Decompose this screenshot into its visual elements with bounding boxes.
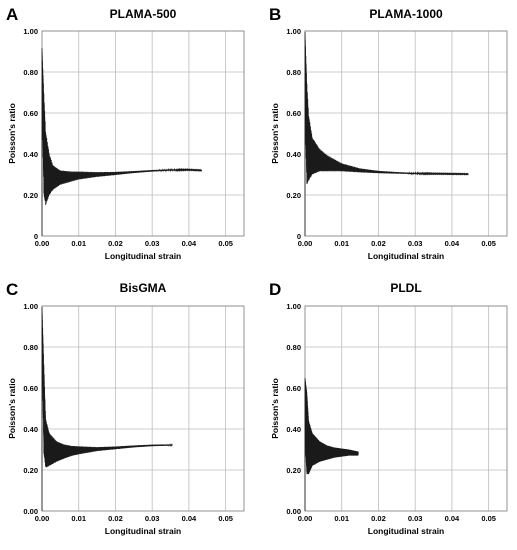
- plot-area-frame: [41, 305, 245, 512]
- x-axis-label: Longitudinal strain: [105, 251, 182, 261]
- x-tick-label: 0.02: [371, 514, 386, 523]
- x-tick-label: 0.02: [371, 239, 386, 248]
- y-axis-label: Poisson's ratio: [270, 103, 280, 164]
- y-tick-label: 0.80: [286, 68, 301, 77]
- panel-letter: B: [269, 5, 281, 24]
- x-tick-label: 0.01: [334, 514, 349, 523]
- x-tick-label: 0.05: [481, 514, 496, 523]
- y-tick-label: 1.00: [23, 27, 38, 36]
- chart-panel-c: [41, 305, 245, 512]
- series-line: [41, 48, 203, 236]
- plot-area-frame: [41, 30, 245, 237]
- y-tick-label: 1.00: [286, 302, 301, 311]
- x-tick-label: 0.05: [218, 514, 233, 523]
- x-tick-label: 0.02: [108, 239, 123, 248]
- y-tick-label: 0.40: [286, 150, 301, 159]
- x-tick-label: 0.03: [408, 239, 423, 248]
- chart-panel-a: [41, 30, 245, 237]
- x-tick-label: 0.03: [145, 239, 160, 248]
- series-line: [41, 306, 173, 511]
- y-axis-label: Poisson's ratio: [7, 378, 17, 439]
- x-tick-label: 0.00: [35, 239, 50, 248]
- x-axis-label: Longitudinal strain: [368, 526, 445, 536]
- x-tick-label: 0.04: [182, 514, 197, 523]
- x-tick-label: 0.05: [481, 239, 496, 248]
- grid: [42, 305, 244, 511]
- y-tick-label: 1.00: [286, 27, 301, 36]
- y-tick-label: 0.60: [286, 384, 301, 393]
- chart-title: PLAMA-500: [110, 7, 177, 21]
- chart-title: BisGMA: [120, 281, 167, 295]
- y-axis-label: Poisson's ratio: [270, 378, 280, 439]
- y-tick-label: 0.80: [286, 343, 301, 352]
- x-tick-label: 0.01: [71, 239, 86, 248]
- series-line: [304, 377, 359, 511]
- y-tick-label: 0.40: [286, 425, 301, 434]
- y-tick-label: 0.60: [23, 384, 38, 393]
- x-tick-label: 0.03: [408, 514, 423, 523]
- y-tick-label: 0.20: [286, 191, 301, 200]
- x-tick-label: 0.00: [298, 239, 313, 248]
- grid: [42, 30, 244, 236]
- y-tick-label: 0.80: [23, 343, 38, 352]
- x-tick-label: 0.00: [35, 514, 50, 523]
- chart-panel-b: [304, 30, 508, 237]
- chart-title: PLDL: [390, 281, 421, 295]
- plot-area-frame: [304, 305, 508, 512]
- y-tick-label: 0.20: [286, 466, 301, 475]
- x-tick-label: 0.03: [145, 514, 160, 523]
- chart-title: PLAMA-1000: [369, 7, 443, 21]
- y-tick-label: 0.60: [286, 109, 301, 118]
- panel-letter: D: [269, 280, 281, 299]
- x-tick-label: 0.04: [445, 239, 460, 248]
- x-tick-label: 0.04: [445, 514, 460, 523]
- y-tick-label: 0: [34, 232, 38, 241]
- y-tick-label: 0.00: [286, 507, 301, 516]
- y-tick-label: 0.00: [23, 507, 38, 516]
- x-axis-label: Longitudinal strain: [368, 251, 445, 261]
- x-tick-label: 0.01: [71, 514, 86, 523]
- y-tick-label: 1.00: [23, 302, 38, 311]
- y-axis-label: Poisson's ratio: [7, 103, 17, 164]
- grid: [305, 30, 507, 236]
- x-axis-label: Longitudinal strain: [105, 526, 182, 536]
- plot-area-frame: [304, 30, 508, 237]
- y-tick-label: 0.60: [23, 109, 38, 118]
- y-tick-label: 0: [297, 232, 301, 241]
- y-tick-label: 0.40: [23, 425, 38, 434]
- y-tick-label: 0.20: [23, 466, 38, 475]
- grid: [305, 305, 507, 511]
- chart-panel-d: [304, 305, 508, 512]
- panel-letter: C: [6, 280, 18, 299]
- x-tick-label: 0.01: [334, 239, 349, 248]
- y-tick-label: 0.20: [23, 191, 38, 200]
- y-tick-label: 0.80: [23, 68, 38, 77]
- x-tick-label: 0.00: [298, 514, 313, 523]
- panel-letter: A: [6, 5, 18, 24]
- y-tick-label: 0.40: [23, 150, 38, 159]
- x-tick-label: 0.02: [108, 514, 123, 523]
- series-line: [304, 31, 469, 236]
- x-tick-label: 0.04: [182, 239, 197, 248]
- x-tick-label: 0.05: [218, 239, 233, 248]
